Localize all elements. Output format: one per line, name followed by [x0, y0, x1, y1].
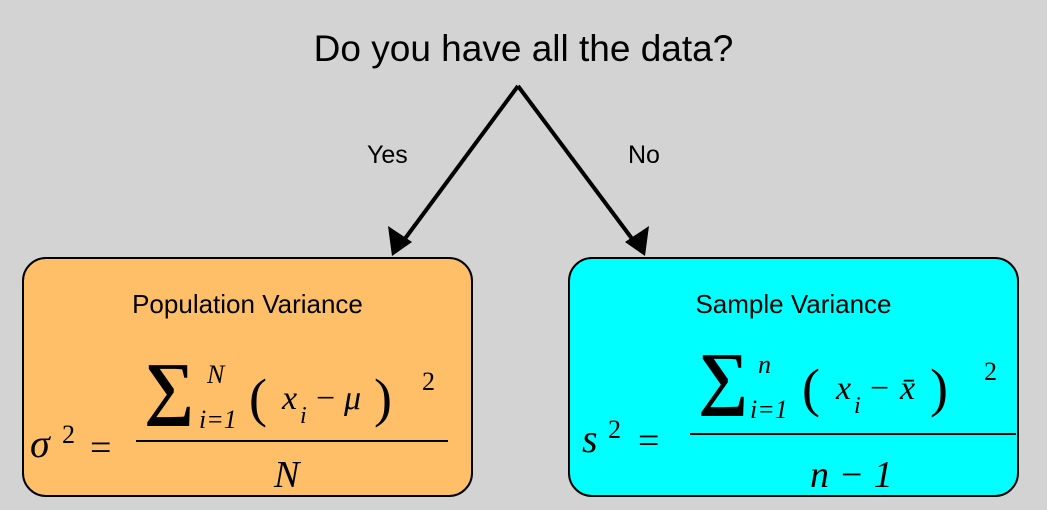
yes-arrowhead [388, 226, 412, 256]
minus: − [870, 370, 890, 407]
right-paren: ) [930, 358, 948, 418]
s-var: s [582, 416, 598, 461]
right-paren: ) [374, 368, 392, 428]
left-paren: ( [249, 368, 267, 428]
equals: = [638, 420, 660, 462]
lhs-exponent: 2 [608, 415, 621, 444]
exponent: 2 [422, 367, 435, 396]
sum-symbol: ∑ [698, 340, 748, 417]
population-title: Population Variance [132, 289, 363, 319]
denominator: n − 1 [810, 454, 893, 496]
x-bar: x̄ [900, 370, 916, 407]
no-label: No [628, 141, 660, 169]
fraction-bar [690, 433, 1016, 435]
denominator: N [274, 454, 300, 496]
x-var: x [282, 380, 298, 417]
fraction-bar [136, 440, 448, 442]
left-paren: ( [802, 358, 820, 418]
subscript-i: i [854, 393, 861, 419]
sum-lower: i=1 [199, 405, 237, 434]
equals: = [90, 427, 112, 469]
population-variance-box: Population Variance σ 2 = ∑ N i=1 ( x i … [22, 257, 473, 497]
mu: μ [344, 380, 362, 417]
minus: − [316, 380, 336, 417]
sigma: σ [30, 421, 50, 466]
subscript-i: i [300, 403, 307, 429]
lhs-exponent: 2 [62, 420, 75, 449]
exponent: 2 [984, 357, 997, 386]
sum-symbol: ∑ [144, 350, 194, 427]
sum-lower: i=1 [750, 395, 788, 424]
yes-arrow [402, 84, 520, 242]
no-arrowhead [625, 226, 649, 256]
sample-variance-box: Sample Variance s 2 = ∑ n i=1 ( x i − x̄… [568, 257, 1019, 497]
sum-upper: N [207, 360, 225, 389]
sum-upper: n [758, 350, 771, 379]
question-text: Do you have all the data? [313, 28, 734, 69]
sample-title: Sample Variance [695, 289, 892, 319]
no-arrow [516, 84, 635, 242]
yes-label: Yes [367, 141, 408, 169]
x-var: x [836, 370, 852, 407]
